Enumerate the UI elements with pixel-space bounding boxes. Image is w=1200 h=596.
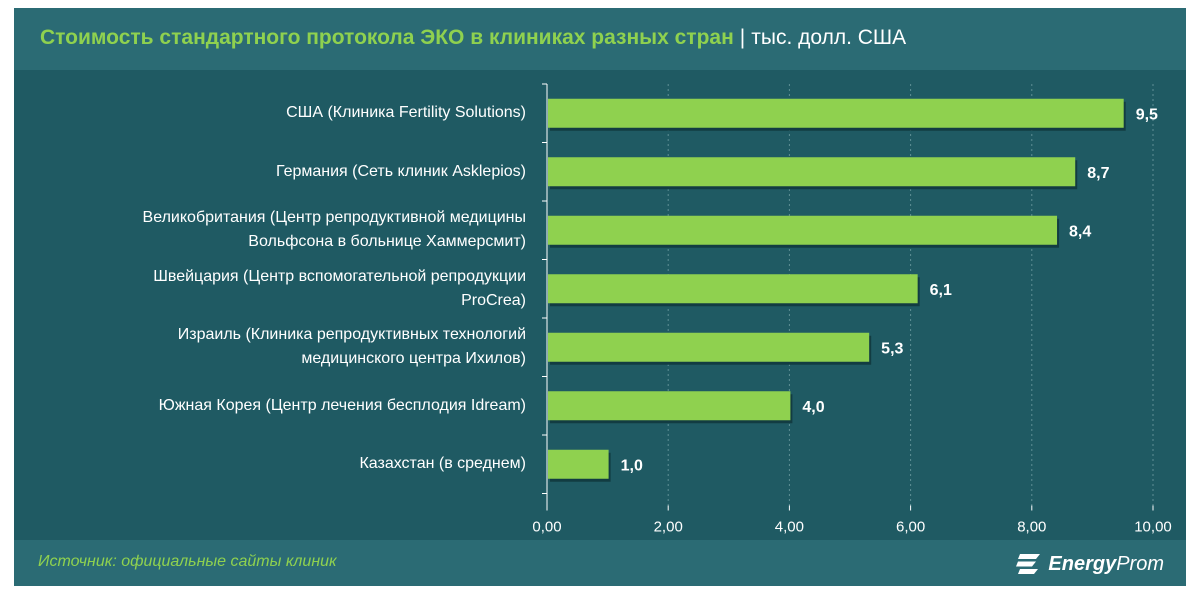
x-tick-label: 6,00: [896, 519, 925, 536]
logo-text: EnergyProm: [1048, 553, 1164, 576]
source-note: Источник: официальные сайты клиник: [38, 553, 337, 570]
category-label-line: медицинского центра Ихилов): [301, 350, 526, 368]
chart-header: Стоимость стандартного протокола ЭКО в к…: [14, 8, 1186, 70]
title-separator: |: [739, 26, 746, 49]
category-label: США (Клиника Fertility Solutions): [6, 101, 526, 125]
x-tick-label: 2,00: [654, 519, 683, 536]
plot-area: 0,00 2,00 4,00 6,00 8,00 10,00 9,5 8,7 8,4 6,1 5,3…: [14, 70, 1186, 540]
bar: [548, 157, 1076, 187]
title-unit: тыс. долл. США: [751, 26, 907, 49]
data-label: 4,0: [802, 399, 824, 416]
bar-chart: 0,00 2,00 4,00 6,00 8,00 10,00 9,5 8,7 8,4 6,1 5,3…: [532, 83, 1172, 536]
title-text: Стоимость стандартного протокола ЭКО в к…: [40, 26, 734, 49]
data-label: 6,1: [930, 282, 952, 299]
category-label-line: ProCrea): [461, 291, 526, 309]
category-label-line: США (Клиника Fertility Solutions): [286, 104, 526, 122]
bar: [548, 215, 1058, 245]
x-tick-label: 0,00: [532, 519, 561, 536]
category-label-line: Германия (Сеть клиник Asklepios): [275, 162, 526, 180]
data-label: 5,3: [881, 340, 903, 357]
category-label-line: Швейцария (Центр вспомогательной репроду…: [153, 267, 526, 285]
energyprom-logo-icon: [1016, 554, 1041, 574]
bar: [548, 391, 791, 421]
chart-frame: Стоимость стандартного протокола ЭКО в к…: [14, 8, 1186, 586]
data-label: 8,4: [1069, 223, 1091, 240]
category-label: Швейцария (Центр вспомогательной репроду…: [6, 265, 526, 313]
data-label: 9,5: [1136, 106, 1158, 123]
data-label: 8,7: [1087, 165, 1109, 182]
category-label-line: Казахстан (в среднем): [359, 455, 526, 473]
x-tick-label: 10,00: [1134, 519, 1172, 536]
category-label-line: Вольфсона в больнице Хаммерсмит): [248, 233, 526, 251]
bar: [548, 449, 609, 479]
category-label: Казахстан (в среднем): [6, 452, 526, 476]
logo-text-bold: Energy: [1048, 552, 1117, 575]
category-label: Великобритания (Центр репродуктивной мед…: [6, 206, 526, 254]
x-tick-label: 8,00: [1017, 519, 1046, 536]
category-label-line: Израиль (Клиника репродуктивных технолог…: [177, 326, 526, 344]
logo-text-light: Prom: [1116, 552, 1164, 575]
category-label-line: Южная Корея (Центр лечения бесплодия Idr…: [158, 396, 526, 414]
brand-logo: EnergyProm: [1016, 550, 1164, 578]
data-label: 1,0: [621, 457, 643, 474]
bar: [548, 98, 1124, 128]
category-label-line: Великобритания (Центр репродуктивной мед…: [142, 209, 526, 227]
chart-footer: Источник: официальные сайты клиник Energ…: [14, 540, 1186, 586]
x-tick-label: 4,00: [775, 519, 804, 536]
category-label: Израиль (Клиника репродуктивных технолог…: [6, 323, 526, 371]
category-label: Южная Корея (Центр лечения бесплодия Idr…: [6, 394, 526, 418]
bar: [548, 332, 870, 362]
chart-title: Стоимость стандартного протокола ЭКО в к…: [40, 26, 906, 50]
bar: [548, 274, 918, 304]
category-label: Германия (Сеть клиник Asklepios): [6, 160, 526, 184]
